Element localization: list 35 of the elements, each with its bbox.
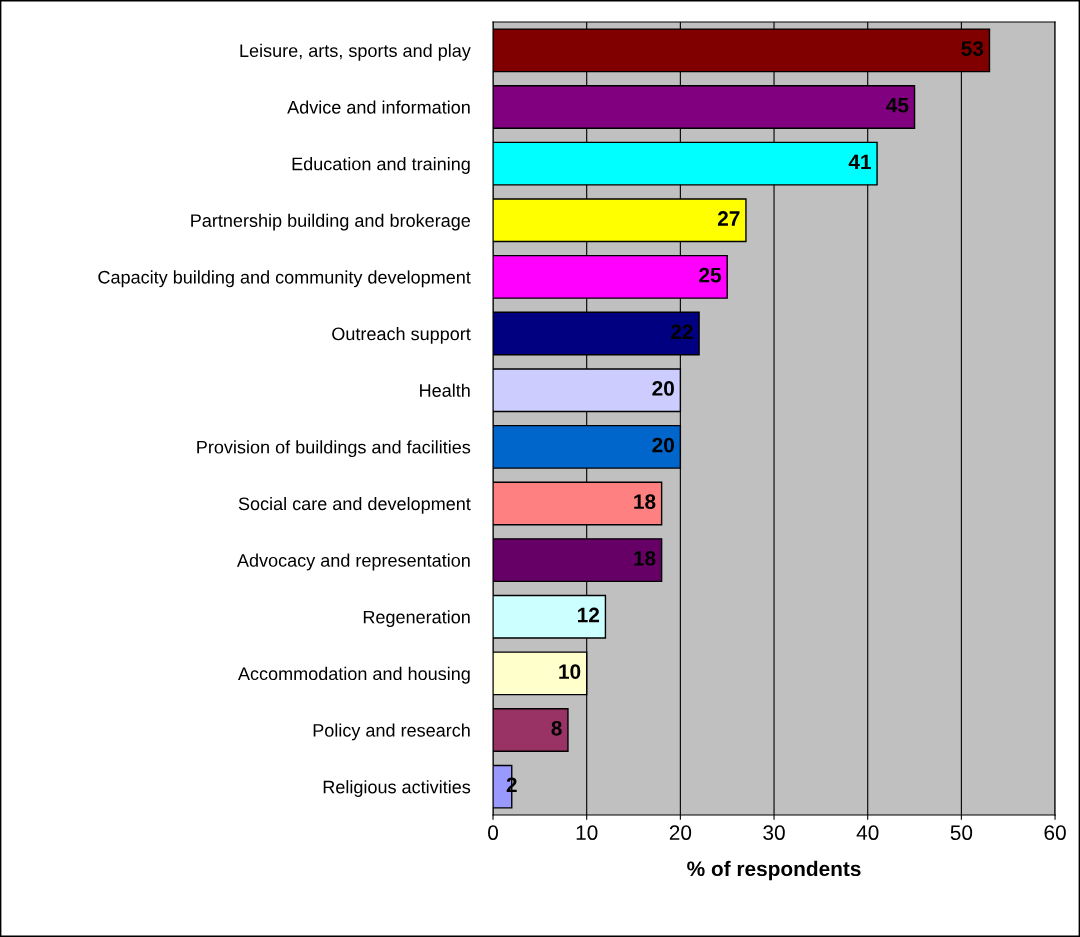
y-tick-label: Leisure, arts, sports and play <box>240 43 471 61</box>
x-tick-label: 10 <box>576 825 598 841</box>
y-tick-label: Policy and research <box>313 723 470 741</box>
data-label: 22 <box>671 324 693 339</box>
data-label: 27 <box>717 211 740 226</box>
y-tick-label: Outreach support <box>332 327 471 344</box>
y-tick-label: Social care and development <box>238 496 471 514</box>
x-tick-label: 20 <box>669 825 692 841</box>
data-label: 20 <box>652 381 674 396</box>
data-label: 12 <box>578 607 600 623</box>
y-tick-label: Capacity building and community development <box>98 270 471 288</box>
data-label: 41 <box>848 154 871 170</box>
y-tick-label: Accommodation and housing <box>237 666 470 684</box>
x-tick-label: 40 <box>856 825 879 841</box>
data-label: 18 <box>634 550 656 566</box>
x-tick-label: 30 <box>763 825 785 841</box>
y-tick-label: Education and training <box>292 157 470 174</box>
y-tick-label: Regeneration <box>363 610 470 628</box>
data-label: 18 <box>634 494 656 510</box>
x-tick-label: 60 <box>1044 825 1066 841</box>
data-label: 10 <box>559 664 581 679</box>
data-label: 8 <box>551 720 562 736</box>
data-label: 45 <box>886 98 909 113</box>
y-tick-label: Provision of buildings and facilities <box>197 440 471 458</box>
x-tick-label: 0 <box>488 825 498 841</box>
y-tick-label: Advice and information <box>287 100 470 114</box>
data-label: 53 <box>961 41 984 56</box>
x-axis-title: % of respondents <box>687 860 861 881</box>
y-tick-label: Advocacy and representation <box>236 553 470 571</box>
y-tick-label: Partnership building and brokerage <box>191 213 471 231</box>
x-tick-label: 50 <box>950 825 973 841</box>
data-label: 25 <box>699 267 722 283</box>
y-tick-label: Religious activities <box>323 780 471 797</box>
data-label: 20 <box>652 437 674 453</box>
y-tick-label: Health <box>420 383 470 397</box>
